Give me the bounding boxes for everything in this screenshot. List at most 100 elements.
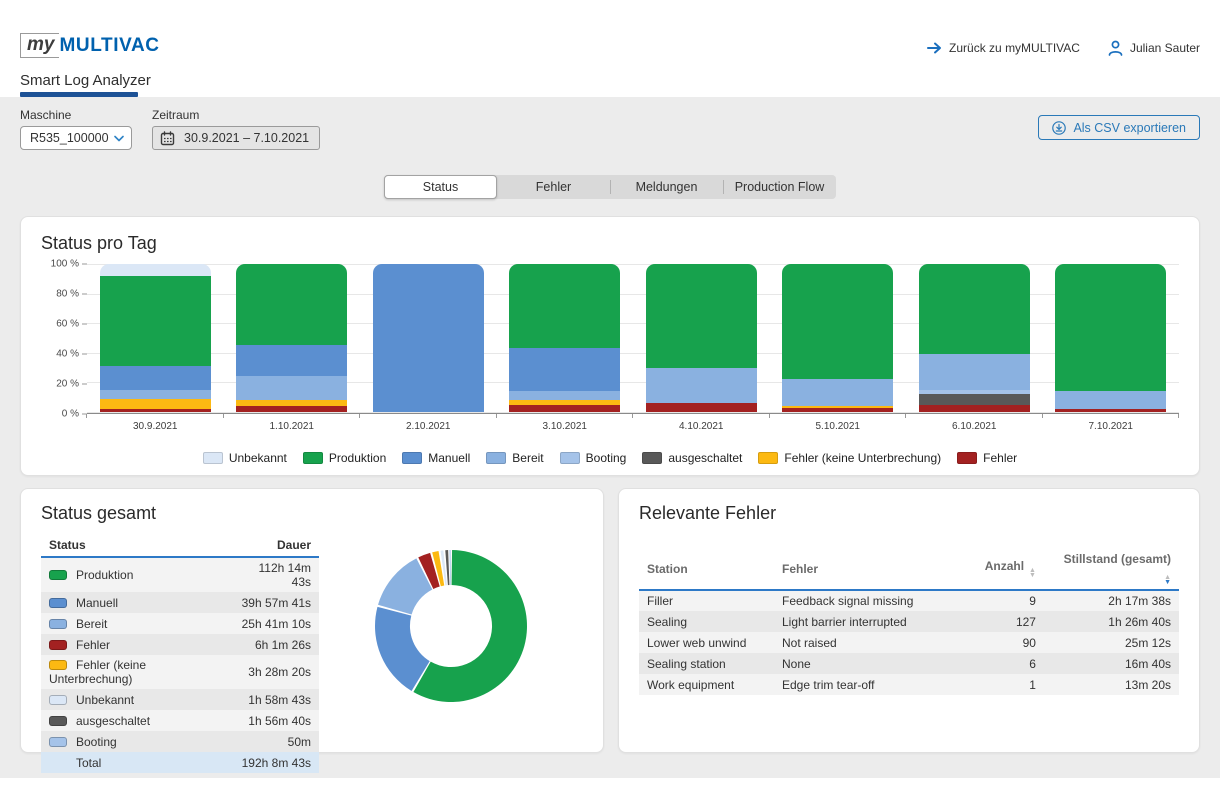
legend-label: Fehler [983, 451, 1018, 465]
bar-segment-booting [918, 389, 1030, 395]
bar-segment-bereit [99, 389, 211, 399]
legend-swatch [957, 452, 978, 464]
fehler-row-filler: Filler Feedback signal missing 9 2h 17m 38s [639, 590, 1179, 611]
brand-logo[interactable]: my MULTIVAC [20, 33, 160, 58]
status-column-header: Status [49, 538, 86, 552]
user-icon [1108, 40, 1123, 56]
relevante-fehler-card: Relevante Fehler Station Fehler Anzahl ▲ ▼… [618, 488, 1200, 753]
user-menu[interactable]: Julian Sauter [1108, 40, 1200, 56]
fehler-row-sealing-station: Sealing station None 6 16m 40s [639, 653, 1179, 674]
bar-segment-bereit [1055, 391, 1167, 410]
legend-swatch [642, 452, 663, 464]
stacked-bar-5.10.2021 [782, 264, 894, 412]
user-name: Julian Sauter [1129, 41, 1200, 55]
machine-select[interactable]: R535_100000 [20, 126, 132, 150]
station-column-header: Station [647, 561, 688, 576]
gridline [87, 323, 1179, 325]
legend-swatch [202, 452, 223, 464]
status-pro-tag-chart: 0 % 20 % 40 % 60 % 80 % 100 % 30.9.2021 1.10.2… [41, 259, 1179, 439]
status-row-fehler: Fehler 6h 1m 26s [41, 634, 319, 655]
donut-slice-manuell [375, 606, 430, 691]
stacked-bar-4.10.2021 [645, 264, 757, 412]
legend-item-bereit[interactable]: Bereit [486, 451, 544, 465]
download-icon [1052, 120, 1067, 135]
stacked-bar-6.10.2021 [918, 264, 1030, 412]
status-swatch [49, 736, 67, 747]
machine-field: Maschine R535_100000 [20, 108, 132, 150]
bar-segment-fehler [918, 404, 1030, 412]
bar-segment-fehler [1055, 409, 1167, 412]
bar-segment-fehler-keine-unterbrechung- [509, 400, 621, 405]
legend-label: Bereit [512, 451, 544, 465]
main-content: Maschine R535_100000 Zeitraum 30.9.2021 … [0, 97, 1220, 778]
x-axis-labels: 30.9.2021 1.10.2021 2.10.2021 3.10.2021 4.10… [87, 421, 1179, 439]
legend-item-produktion[interactable]: Produktion [302, 451, 387, 465]
anzahl-column-header[interactable]: Anzahl ▲ ▼ [984, 559, 1036, 579]
plot-area [87, 264, 1179, 414]
bar-segment-produktion [645, 264, 757, 368]
bar-segment-fehler-keine-unterbrechung- [782, 406, 894, 408]
view-tabs: Status Fehler Meldungen Production Flow [384, 175, 836, 199]
y-tick-label: 20 % [56, 379, 87, 390]
status-pro-tag-card: Status pro Tag 0 % 20 % 40 % 60 % 80 % 100 % … [20, 216, 1200, 476]
stillstand-column-header[interactable]: Stillstand (gesamt) ▲ ▼ [1063, 552, 1171, 586]
status-row-bereit: Bereit 25h 41m 10s [41, 613, 319, 634]
view-tab-production-flow[interactable]: Production Flow [723, 175, 836, 199]
bar-segment-manuell [372, 264, 484, 412]
tab-smart-log-analyzer[interactable]: Smart Log Analyzer [20, 72, 151, 89]
stacked-bar-1.10.2021 [236, 264, 348, 412]
status-swatch [49, 694, 67, 705]
legend-item-ausgeschaltet[interactable]: ausgeschaltet [642, 451, 742, 465]
view-tab-meldungen[interactable]: Meldungen [610, 175, 723, 199]
status-swatch [49, 639, 67, 650]
period-datepicker[interactable]: 30.9.2021 – 7.10.2021 [152, 126, 321, 150]
status-swatch [49, 715, 67, 726]
relevante-fehler-table: Station Fehler Anzahl ▲ ▼ Stillstand (gesa… [639, 548, 1179, 695]
legend-item-fehler-keine-unterbrechung-[interactable]: Fehler (keine Unterbrechung) [758, 451, 941, 465]
bar-segment-manuell [236, 345, 348, 377]
sort-icon: ▲ ▼ [1029, 567, 1036, 579]
status-row-fehler-keine-unterbrechung-: Fehler (keine Unterbrechung) 3h 28m 20s [41, 655, 319, 689]
x-tick-label: 2.10.2021 [406, 421, 451, 432]
bar-segment-produktion [918, 264, 1030, 355]
period-field: Zeitraum 30.9.2021 – 7.10.2021 [152, 108, 321, 150]
x-axis-ticks [86, 414, 1179, 419]
x-tick-label: 4.10.2021 [679, 421, 724, 432]
gridline [87, 352, 1179, 354]
fehler-column-header: Fehler [782, 561, 819, 576]
view-tab-status[interactable]: Status [384, 175, 497, 199]
brand-logo-multivac: MULTIVAC [59, 34, 160, 56]
relevante-fehler-title: Relevante Fehler [639, 503, 777, 523]
view-tab-fehler[interactable]: Fehler [535, 180, 572, 194]
legend-item-booting[interactable]: Booting [559, 451, 626, 465]
export-csv-button[interactable]: Als CSV exportieren [1038, 115, 1200, 140]
legend-item-unbekannt[interactable]: Unbekannt [202, 451, 287, 465]
machine-select-value: R535_100000 [30, 131, 109, 145]
legend-label: Produktion [328, 451, 387, 465]
calendar-icon [160, 130, 175, 145]
bar-segment-fehler [236, 406, 348, 412]
legend-item-manuell[interactable]: Manuell [402, 451, 470, 465]
bar-segment-bereit [645, 367, 757, 404]
status-pro-tag-title: Status pro Tag [41, 233, 157, 253]
bar-segment-fehler [509, 404, 621, 412]
legend-label: Manuell [428, 451, 471, 465]
legend-item-fehler[interactable]: Fehler [957, 451, 1017, 465]
stacked-bar-7.10.2021 [1055, 264, 1167, 412]
donut-slice-ausgeschaltet [445, 550, 450, 586]
bar-segment-fehler [99, 409, 211, 412]
status-row-produktion: Produktion 112h 14m 43s [41, 557, 319, 592]
x-tick-label: 6.10.2021 [952, 421, 997, 432]
status-row-unbekannt: Unbekannt 1h 58m 43s [41, 689, 319, 710]
stacked-bar-30.9.2021 [99, 264, 211, 412]
chevron-down-icon [114, 135, 124, 141]
legend-swatch [758, 452, 779, 464]
legend-label: Fehler (keine Unterbrechung) [784, 451, 942, 465]
fehler-row-lower-web-unwind: Lower web unwind Not raised 90 25m 12s [639, 632, 1179, 653]
bar-segment-manuell [99, 366, 211, 390]
y-tick-label: 0 % [62, 409, 87, 420]
bar-segment-unbekannt [99, 264, 211, 276]
donut-slice-booting [449, 550, 451, 585]
back-to-mymultivac-link[interactable]: Zurück zu myMULTIVAC [927, 41, 1080, 55]
status-gesamt-table: Status Dauer Produktion 112h 14m 43s Manue… [41, 534, 319, 773]
